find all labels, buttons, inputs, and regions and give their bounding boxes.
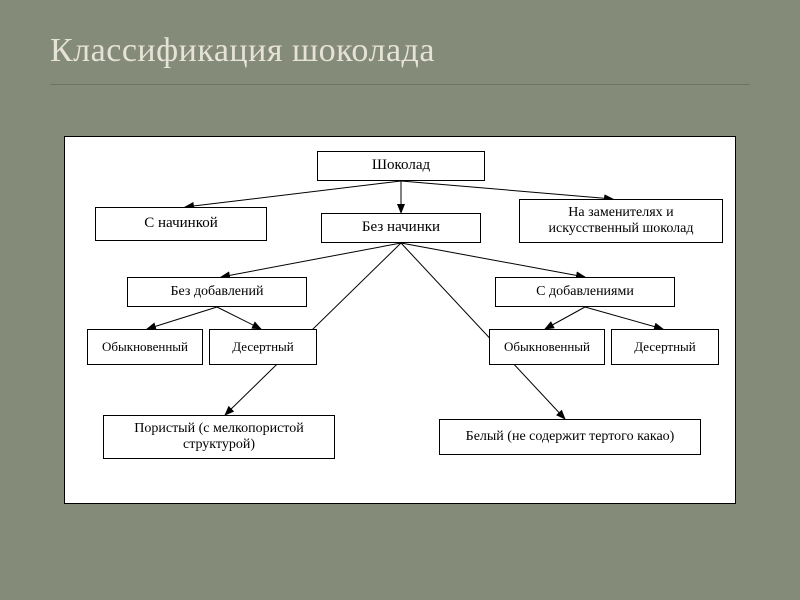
title-area: Классификация шоколада <box>0 0 800 78</box>
title-underline <box>50 84 750 85</box>
node-porous: Пористый (с мелкопористой структурой) <box>103 415 335 459</box>
page-title: Классификация шоколада <box>50 32 750 70</box>
node-obk2: Обыкновенный <box>489 329 605 365</box>
node-white: Белый (не содержит тертого какао) <box>439 419 701 455</box>
node-des2: Десертный <box>611 329 719 365</box>
node-root: Шоколад <box>317 151 485 181</box>
node-withadd: С добавлениями <box>495 277 675 307</box>
node-nofill: Без начинки <box>321 213 481 243</box>
node-des1: Десертный <box>209 329 317 365</box>
node-noadd: Без добавлений <box>127 277 307 307</box>
diagram-canvas: Шоколад С начинкой Без начинки На заменител… <box>64 136 736 504</box>
node-obk1: Обыкновенный <box>87 329 203 365</box>
node-fill: С начинкой <box>95 207 267 241</box>
node-subst: На заменителях и искусственный шоколад <box>519 199 723 243</box>
